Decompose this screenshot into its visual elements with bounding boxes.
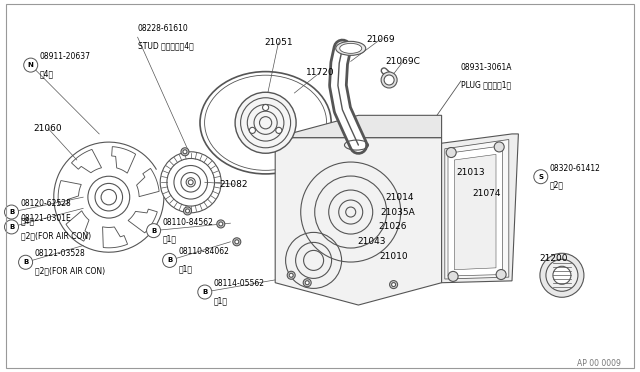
Text: 21014: 21014	[386, 193, 414, 202]
Text: STUD スタッド（4）: STUD スタッド（4）	[138, 41, 193, 50]
Circle shape	[235, 240, 239, 244]
Text: 21035A: 21035A	[381, 208, 415, 217]
Text: B: B	[167, 257, 172, 263]
Text: 21010: 21010	[380, 252, 408, 261]
Circle shape	[250, 127, 255, 134]
Circle shape	[540, 253, 584, 297]
Text: 08911-20637: 08911-20637	[40, 52, 91, 61]
Text: 21013: 21013	[456, 169, 484, 177]
Circle shape	[289, 273, 293, 277]
Polygon shape	[448, 146, 502, 276]
Circle shape	[305, 281, 309, 285]
Circle shape	[276, 127, 282, 134]
Text: B: B	[151, 228, 156, 234]
Circle shape	[4, 220, 19, 234]
Circle shape	[181, 148, 189, 156]
Text: 08228-61610: 08228-61610	[138, 24, 188, 33]
Polygon shape	[275, 115, 442, 138]
Text: 21082: 21082	[220, 180, 248, 189]
Circle shape	[496, 270, 506, 279]
Text: （4）: （4）	[40, 69, 54, 78]
Circle shape	[198, 285, 212, 299]
Circle shape	[219, 222, 223, 226]
Text: 08121-03528: 08121-03528	[35, 249, 85, 258]
Circle shape	[287, 271, 295, 279]
Circle shape	[217, 220, 225, 228]
Circle shape	[19, 255, 33, 269]
Circle shape	[546, 259, 578, 291]
Ellipse shape	[336, 41, 365, 55]
Text: 21069: 21069	[367, 35, 395, 44]
Circle shape	[392, 283, 396, 286]
Text: 21200: 21200	[540, 254, 568, 263]
Circle shape	[446, 148, 456, 157]
Text: 21074: 21074	[472, 189, 500, 198]
Circle shape	[184, 207, 191, 215]
Text: 21051: 21051	[264, 38, 292, 47]
Circle shape	[494, 142, 504, 152]
Text: 08110-84062: 08110-84062	[179, 247, 230, 256]
Text: （1）: （1）	[163, 235, 177, 244]
Circle shape	[235, 92, 296, 153]
Circle shape	[147, 224, 161, 238]
Text: 08121-0301E: 08121-0301E	[20, 214, 71, 223]
Text: N: N	[28, 62, 34, 68]
Text: 21026: 21026	[379, 222, 407, 231]
Text: 11720: 11720	[306, 68, 334, 77]
Circle shape	[381, 72, 397, 88]
Text: PLUG プラグ（1）: PLUG プラグ（1）	[461, 80, 511, 89]
Text: 08320-61412: 08320-61412	[550, 164, 601, 173]
Text: （1）: （1）	[214, 296, 228, 305]
Text: 08931-3061A: 08931-3061A	[461, 63, 512, 72]
Text: 08114-05562: 08114-05562	[214, 279, 265, 288]
Text: B: B	[9, 224, 14, 230]
Circle shape	[24, 58, 38, 72]
Circle shape	[262, 105, 269, 110]
Text: B: B	[202, 289, 207, 295]
Text: 21069C: 21069C	[386, 57, 420, 66]
Text: （1）: （1）	[179, 264, 193, 273]
Polygon shape	[445, 140, 509, 279]
Text: （2）: （2）	[550, 181, 564, 190]
Text: 08110-84562: 08110-84562	[163, 218, 214, 227]
Circle shape	[448, 272, 458, 281]
Text: AP 00 0009: AP 00 0009	[577, 359, 621, 368]
Text: B: B	[9, 209, 14, 215]
Text: S: S	[538, 174, 543, 180]
Circle shape	[163, 253, 177, 267]
Circle shape	[186, 209, 189, 213]
Text: （2）(FOR AIR CON): （2）(FOR AIR CON)	[35, 266, 105, 275]
Text: B: B	[23, 259, 28, 265]
Polygon shape	[275, 138, 442, 305]
Circle shape	[534, 170, 548, 184]
Polygon shape	[454, 154, 496, 270]
Text: （2）(FOR AIR CON): （2）(FOR AIR CON)	[20, 231, 91, 240]
Circle shape	[384, 75, 394, 85]
Ellipse shape	[340, 44, 362, 53]
Circle shape	[553, 266, 571, 284]
Polygon shape	[442, 134, 518, 283]
Circle shape	[303, 279, 311, 287]
Text: 21043: 21043	[357, 237, 385, 246]
Circle shape	[233, 238, 241, 246]
Circle shape	[4, 205, 19, 219]
Text: 08120-62528: 08120-62528	[20, 199, 71, 208]
Text: 21060: 21060	[34, 124, 62, 133]
Text: （4）: （4）	[20, 216, 35, 225]
Circle shape	[390, 280, 397, 289]
Circle shape	[183, 150, 187, 154]
